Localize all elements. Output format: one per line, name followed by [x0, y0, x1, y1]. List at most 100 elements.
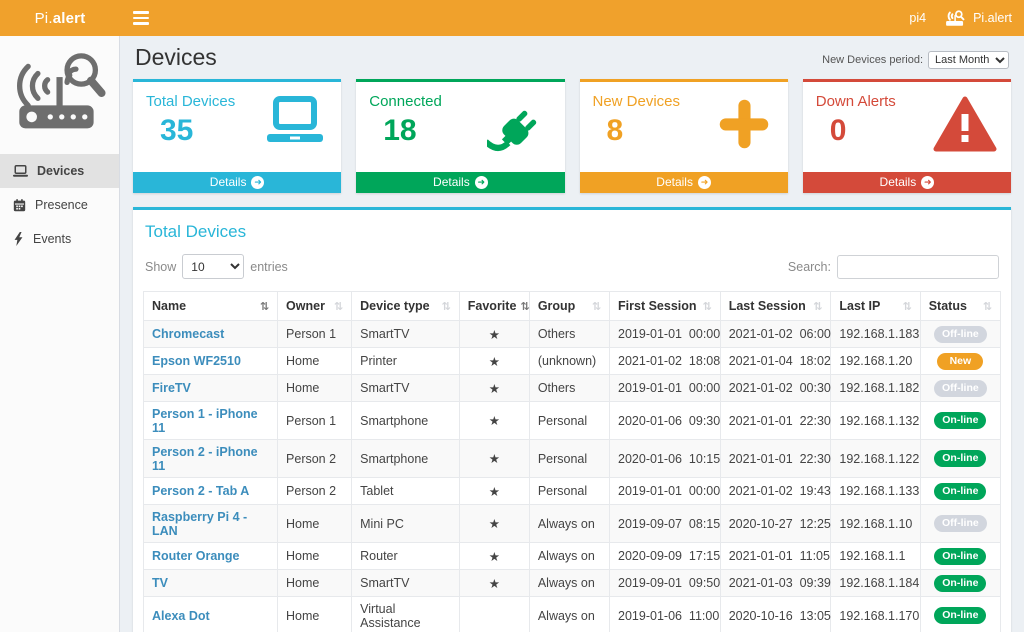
- app-logo: [0, 36, 119, 154]
- column-header-last-session[interactable]: Last Session ⇅: [719, 291, 832, 321]
- period-select[interactable]: Last Month: [928, 51, 1009, 69]
- column-header-status[interactable]: Status ⇅: [919, 291, 1002, 321]
- card-details-link[interactable]: Details ➜: [356, 172, 565, 193]
- column-header-owner[interactable]: Owner ⇅: [277, 291, 353, 321]
- column-header-favorite[interactable]: Favorite ⇅: [458, 291, 530, 321]
- group-cell: Others: [528, 320, 611, 348]
- card-value: 18: [383, 114, 417, 147]
- star-icon: ★: [488, 549, 500, 564]
- column-header-device-type[interactable]: Device type ⇅: [351, 291, 460, 321]
- owner-cell: Person 1: [277, 320, 353, 348]
- first-session-cell: 2019-01-06 11:00: [609, 596, 721, 632]
- card-label: Connected: [369, 93, 442, 110]
- column-label: Device type: [360, 299, 430, 313]
- card-details-link[interactable]: Details ➜: [579, 172, 788, 193]
- favorite-cell: ★: [458, 374, 530, 402]
- card-details-link[interactable]: Details ➜: [133, 172, 342, 193]
- device-link[interactable]: Person 2 - Tab A: [152, 484, 250, 498]
- card-connected: Connected 18 Details ➜: [356, 79, 565, 193]
- last-ip-cell: 192.168.1.132: [830, 401, 921, 440]
- last-session-cell: 2021-01-04 18:02: [719, 347, 832, 375]
- device-link[interactable]: FireTV: [152, 381, 191, 395]
- first-session-cell: 2019-09-01 09:50: [609, 569, 721, 597]
- table-row: Chromecast Person 1 SmartTV ★ Others 2019-01-…: [142, 320, 1002, 348]
- status-badge: On-line: [934, 607, 987, 624]
- last-ip-cell: 192.168.1.20: [830, 347, 921, 375]
- card-down-alerts: Down Alerts 0 Details ➜: [802, 79, 1011, 193]
- first-session-cell: 2019-09-07 08:15: [609, 504, 721, 543]
- device-type-cell: Router: [351, 542, 460, 570]
- device-link[interactable]: TV: [152, 576, 168, 590]
- device-link[interactable]: Alexa Dot: [152, 608, 210, 623]
- device-link[interactable]: Raspberry Pi 4 - LAN: [152, 509, 248, 538]
- device-name-cell: Router Orange: [142, 542, 279, 570]
- column-header-group[interactable]: Group ⇅: [528, 291, 611, 321]
- sidebar-item-presence[interactable]: Presence: [0, 188, 119, 222]
- status-cell: On-line: [919, 596, 1002, 632]
- status-badge: On-line: [934, 547, 987, 565]
- hostname-label: pi4: [909, 11, 927, 25]
- sidebar-item-label: Events: [33, 232, 72, 246]
- group-cell: Always on: [528, 569, 611, 597]
- device-link[interactable]: Person 2 - iPhone 11: [152, 444, 258, 473]
- star-icon: ★: [488, 517, 500, 531]
- star-icon: ★: [488, 327, 500, 342]
- last-session-cell: 2021-01-02 19:43: [719, 477, 832, 505]
- brand-suffix: alert: [52, 9, 86, 27]
- sidebar-item-label: Presence: [35, 198, 88, 212]
- column-header-name[interactable]: Name ⇅: [142, 291, 279, 321]
- group-cell: Always on: [528, 596, 611, 632]
- column-label: Name: [152, 299, 187, 313]
- sidebar-item-devices[interactable]: Devices: [0, 154, 119, 188]
- first-session-cell: 2019-01-01 00:00: [609, 477, 721, 505]
- device-name-cell: Alexa Dot: [142, 596, 279, 632]
- router-magnifier-logo-icon: [16, 53, 106, 129]
- favorite-cell: ★: [458, 347, 530, 375]
- device-link[interactable]: Chromecast: [152, 327, 225, 341]
- first-session-cell: 2021-01-02 18:08: [609, 347, 721, 375]
- owner-cell: Home: [277, 569, 353, 597]
- details-label: Details: [656, 175, 693, 189]
- favorite-cell: ★: [458, 439, 530, 478]
- status-badge: On-line: [934, 450, 987, 467]
- device-link[interactable]: Router Orange: [152, 549, 240, 563]
- device-type-cell: Printer: [351, 347, 460, 375]
- device-name-cell: Chromecast: [142, 320, 279, 348]
- last-session-cell: 2020-10-27 12:25: [719, 504, 832, 543]
- device-type-cell: Tablet: [351, 477, 460, 505]
- pialert-router-icon: [946, 9, 965, 26]
- star-icon: ★: [488, 484, 500, 499]
- sort-icon: ⇅: [333, 299, 344, 313]
- device-name-cell: FireTV: [142, 374, 279, 402]
- brand-logo[interactable]: Pi. alert: [0, 0, 120, 36]
- star-icon: ★: [488, 452, 500, 466]
- search-input[interactable]: [837, 254, 999, 279]
- menu-toggle-icon[interactable]: [120, 0, 162, 36]
- column-label: Favorite: [467, 299, 517, 313]
- table-row: FireTV Home SmartTV ★ Others 2019-01-01 00:00…: [142, 374, 1002, 402]
- group-cell: Always on: [528, 542, 611, 570]
- details-label: Details: [433, 175, 470, 189]
- column-header-first-session[interactable]: First Session ⇅: [609, 291, 721, 321]
- last-session-cell: 2020-10-16 13:05: [719, 596, 832, 632]
- laptop-icon: [13, 165, 28, 177]
- user-menu[interactable]: Pi.alert: [944, 9, 1012, 27]
- owner-cell: Person 2: [277, 477, 353, 505]
- sidebar-item-events[interactable]: Events: [0, 222, 119, 256]
- column-header-last-ip[interactable]: Last IP ⇅: [830, 291, 921, 321]
- sort-icon: ⇅: [591, 299, 602, 313]
- brand-prefix: Pi.: [34, 9, 53, 27]
- device-link[interactable]: Person 1 - iPhone 11: [152, 406, 258, 435]
- device-link[interactable]: Epson WF2510: [152, 354, 241, 368]
- page-length-select[interactable]: 10: [182, 254, 245, 279]
- devices-table: Name ⇅ Owner ⇅ Device type ⇅ Favorite ⇅ Group ⇅ Fi…: [142, 291, 1002, 632]
- device-type-cell: Smartphone: [351, 401, 460, 440]
- card-details-link[interactable]: Details ➜: [802, 172, 1011, 193]
- status-cell: New: [919, 347, 1002, 375]
- device-name-cell: Raspberry Pi 4 - LAN: [142, 504, 279, 543]
- last-session-cell: 2021-01-03 09:39: [719, 569, 832, 597]
- status-badge: Off-line: [933, 515, 987, 532]
- column-label: Last Session: [728, 299, 806, 313]
- column-label: Last IP: [839, 299, 881, 313]
- last-ip-cell: 192.168.1.133: [830, 477, 921, 505]
